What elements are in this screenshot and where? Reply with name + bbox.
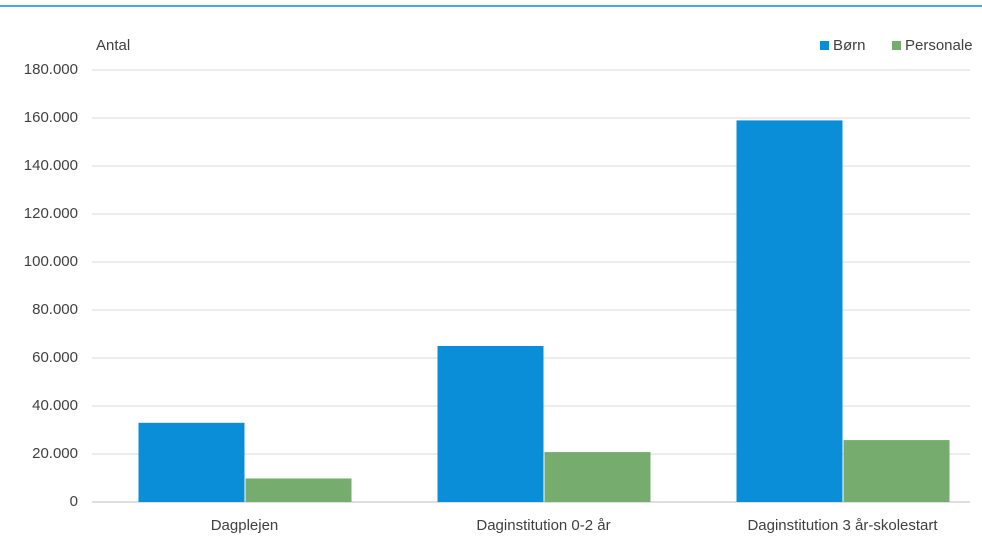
y-tick-label: 60.000 — [32, 349, 78, 366]
y-tick-label: 80.000 — [32, 301, 78, 318]
legend-swatch — [892, 41, 901, 50]
bar — [843, 440, 950, 502]
x-tick-label: Dagplejen — [211, 517, 279, 534]
legend-label: Personale — [905, 37, 973, 54]
y-tick-label: 180.000 — [24, 61, 78, 78]
y-tick-label: 20.000 — [32, 445, 78, 462]
legend-swatch — [820, 41, 829, 50]
y-tick-label: 0 — [70, 493, 78, 510]
y-tick-label: 40.000 — [32, 397, 78, 414]
bar — [736, 120, 843, 503]
legend-label: Børn — [833, 37, 866, 54]
x-tick-label: Daginstitution 0-2 år — [476, 517, 610, 534]
bar — [544, 452, 651, 502]
y-axis-label: Antal — [96, 37, 130, 54]
bar — [138, 422, 245, 502]
bar — [437, 346, 544, 502]
bar — [245, 478, 352, 502]
x-tick-label: Daginstitution 3 år-skolestart — [747, 517, 938, 534]
y-tick-label: 140.000 — [24, 157, 78, 174]
y-tick-label: 100.000 — [24, 253, 78, 270]
y-tick-label: 160.000 — [24, 109, 78, 126]
y-tick-label: 120.000 — [24, 205, 78, 222]
